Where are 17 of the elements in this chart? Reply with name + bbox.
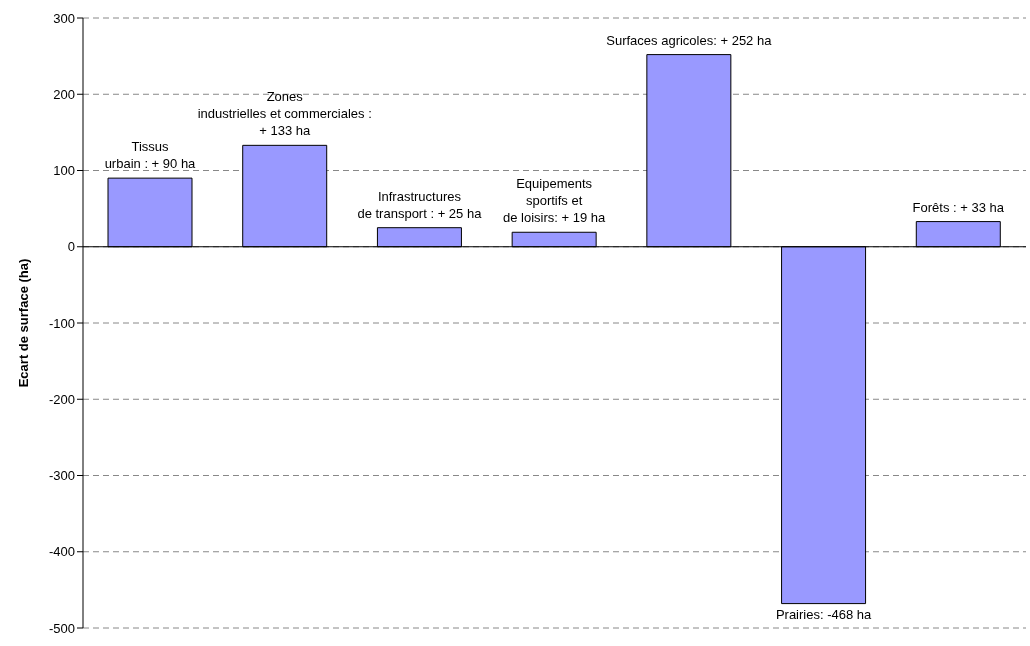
y-tick-label: 200 [53, 86, 75, 102]
y-tick-label: 300 [53, 10, 75, 26]
data-label: Forêts : + 33 ha [912, 199, 1005, 215]
y-tick-label: 0 [67, 239, 75, 255]
data-label: Infrastructures de transport : + 25 ha [357, 188, 483, 221]
data-label: Equipements sportifs et de loisirs: + 19 ha [503, 176, 607, 226]
y-tick-label: 100 [53, 163, 75, 179]
y-tick-label: -300 [48, 468, 75, 484]
data-label: Zones industrielles et commerciales : + 133 ha [197, 89, 372, 139]
data-label: Tissus urbain : + 90 ha [104, 139, 197, 172]
y-tick-label: -200 [48, 391, 75, 407]
y-axis-title: Ecart de surface (ha) [15, 258, 31, 388]
y-tick-label: -500 [48, 620, 75, 636]
y-tick-label: -400 [48, 544, 75, 560]
data-label: Prairies: -468 ha [775, 606, 873, 622]
y-tick-label: -100 [48, 315, 75, 331]
data-label: Surfaces agricoles: + 252 ha [606, 32, 773, 48]
